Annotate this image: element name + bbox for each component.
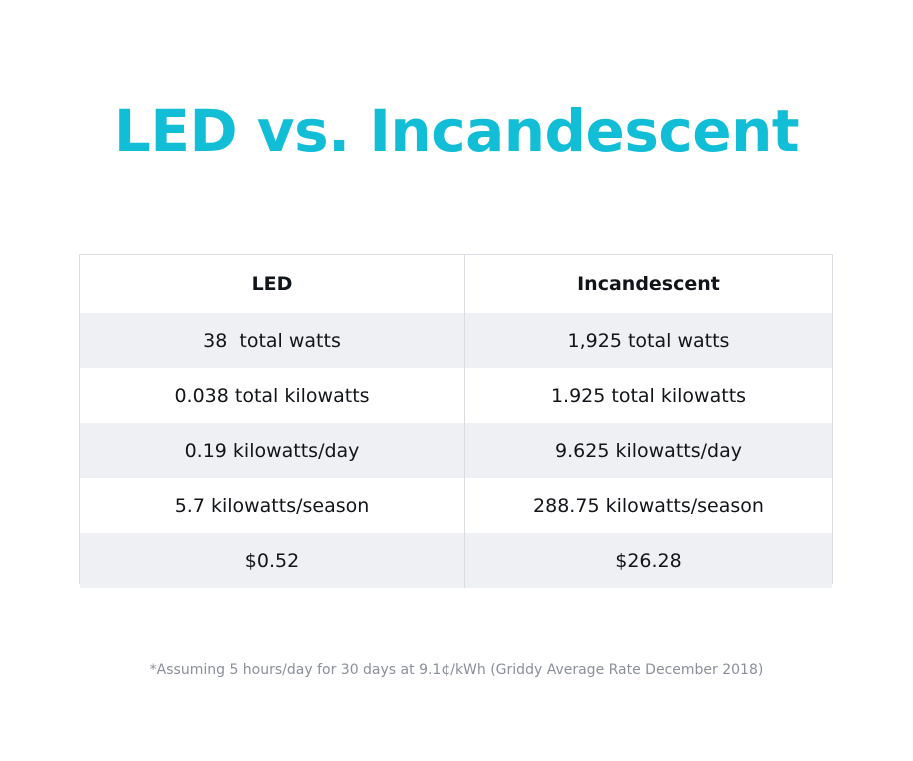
incandescent-cost: $26.28: [615, 549, 682, 572]
led-kilowatts-season: 5.7 kilowatts/season: [80, 478, 465, 533]
led-total-kilowatts: 0.038 total kilowatts: [80, 368, 465, 423]
led-kilowatts-day: 0.19 kilowatts/day: [80, 423, 465, 478]
header-incandescent: Incandescent: [577, 273, 720, 295]
page-title: LED vs. Incandescent: [113, 97, 800, 165]
led-total-watts: 38 total watts: [80, 313, 465, 368]
table-row: 5.7 kilowatts/season 288.75 kilowatts/se…: [80, 478, 832, 533]
table-header-row: LED Incandescent: [80, 255, 832, 313]
led-cost: $0.52: [80, 533, 465, 588]
table-row: 0.038 total kilowatts 1.925 total kilowa…: [80, 368, 832, 423]
header-led: LED: [80, 255, 465, 313]
table-row: 0.19 kilowatts/day 9.625 kilowatts/day: [80, 423, 832, 478]
incandescent-total-watts: 1,925 total watts: [567, 329, 730, 352]
incandescent-kilowatts-day: 9.625 kilowatts/day: [555, 439, 742, 462]
incandescent-total-kilowatts: 1.925 total kilowatts: [550, 384, 747, 407]
table-row: 38 total watts 1,925 total watts: [80, 313, 832, 368]
incandescent-kilowatts-season: 288.75 kilowatts/season: [533, 494, 764, 517]
table-row: $0.52 $26.28: [80, 533, 832, 588]
comparison-table: LED Incandescent 38 total watts 1,925 to…: [79, 254, 833, 588]
footnote: *Assuming 5 hours/day for 30 days at 9.1…: [149, 662, 764, 678]
